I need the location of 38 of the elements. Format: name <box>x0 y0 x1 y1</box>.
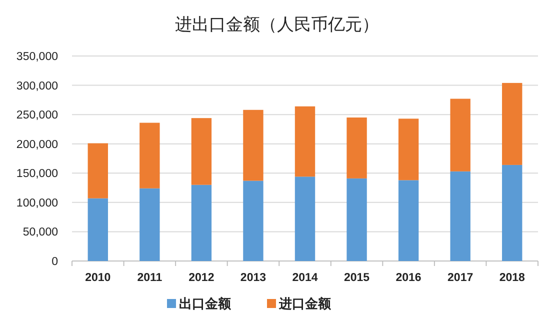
y-tick-label: 200,000 <box>16 138 58 151</box>
bar <box>140 122 160 188</box>
x-tick-label: 2010 <box>85 272 111 284</box>
y-tick-label: 0 <box>52 256 58 268</box>
bar <box>140 188 160 261</box>
chart-title: 进出口金额（人民币亿元） <box>175 15 379 34</box>
bar <box>88 198 108 261</box>
x-tick-label: 2018 <box>499 272 526 284</box>
x-tick-label: 2014 <box>292 272 318 284</box>
bar <box>294 176 316 261</box>
y-tick-label: 350,000 <box>16 51 58 63</box>
y-tick-label: 100,000 <box>16 197 58 210</box>
bar <box>88 143 108 198</box>
x-tick-label: 2011 <box>137 272 163 284</box>
bar <box>346 118 367 178</box>
bar <box>398 180 419 261</box>
bar <box>191 184 212 261</box>
bar <box>450 171 470 261</box>
y-tick-label: 50,000 <box>22 226 58 239</box>
bar <box>450 98 470 172</box>
x-tick-label: 2016 <box>396 272 422 284</box>
bar <box>398 118 419 180</box>
y-tick-label: 250,000 <box>16 110 58 122</box>
bar <box>243 110 264 181</box>
legend-label: 进口金额 <box>278 296 332 311</box>
bar <box>502 164 522 261</box>
bar <box>502 82 522 165</box>
bar <box>243 180 264 261</box>
y-tick-label: 150,000 <box>16 168 58 180</box>
bar <box>191 118 212 185</box>
x-tick-label: 2013 <box>240 272 266 284</box>
legend-label: 出口金额 <box>179 296 232 311</box>
bar <box>294 106 316 177</box>
x-tick-label: 2012 <box>188 272 214 284</box>
x-tick-label: 2015 <box>344 272 370 284</box>
bar <box>346 178 367 261</box>
x-tick-label: 2017 <box>448 272 474 284</box>
y-tick-label: 300,000 <box>16 80 58 92</box>
